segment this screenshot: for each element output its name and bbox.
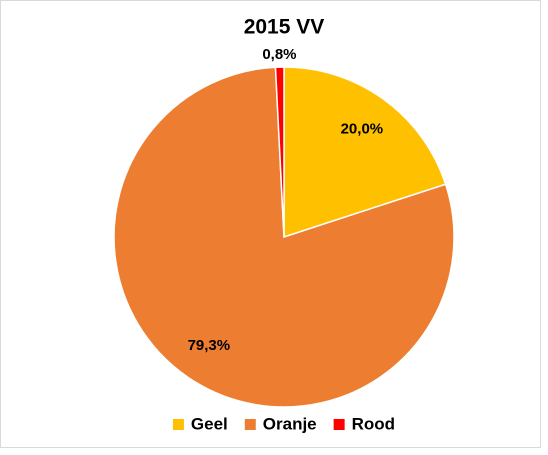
pie-slice <box>113 66 455 408</box>
pie-slice <box>283 66 447 239</box>
data-label: 79,3% <box>188 337 231 354</box>
data-label: 0,8% <box>262 46 296 63</box>
legend-label: Oranje <box>263 414 317 433</box>
data-label: 20,0% <box>341 121 384 138</box>
legend-label: Geel <box>191 414 228 433</box>
pie-slice <box>274 66 285 238</box>
legend-label: Rood <box>352 414 395 433</box>
chart-title: 2015 VV <box>244 16 325 39</box>
legend-swatch <box>333 419 345 430</box>
legend-swatch <box>244 419 256 430</box>
legend-swatch <box>172 419 184 430</box>
